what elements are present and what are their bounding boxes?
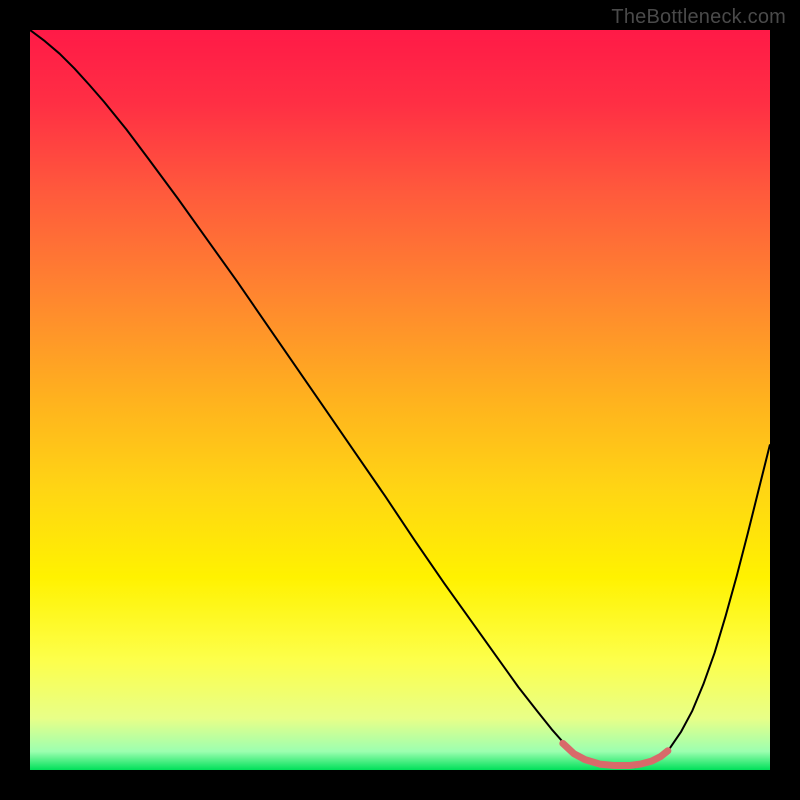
chart-background [30, 30, 770, 770]
chart-svg [30, 30, 770, 770]
chart-frame: TheBottleneck.com [0, 0, 800, 800]
plot-area [30, 30, 770, 770]
watermark-text: TheBottleneck.com [611, 6, 786, 29]
